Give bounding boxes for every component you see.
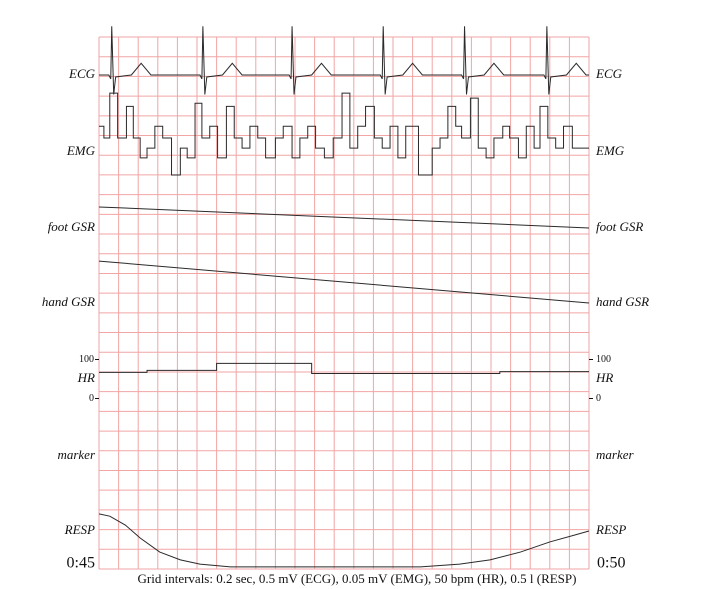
caption: Grid intervals: 0.2 sec, 0.5 mV (ECG), 0… [138,571,577,586]
channel-label: hand GSR [42,294,95,309]
channel-label: foot GSR [48,219,95,234]
trace [99,92,589,176]
trace [99,362,589,375]
trace [98,260,590,304]
time-label: 0:50 [597,555,625,572]
time-label: 0:45 [67,555,95,572]
channel-label: EMG [595,143,625,158]
channel-label: RESP [595,522,626,537]
channel-label: hand GSR [596,294,649,309]
channel-label: RESP [64,522,95,537]
y-tick-label: 0 [89,393,94,404]
trace [98,206,590,229]
grid [98,36,590,570]
y-tick-label: 100 [79,354,94,365]
trace [99,26,589,95]
channel-label: ECG [68,66,96,81]
channel-label: HR [77,370,95,385]
y-tick-label: 0 [596,393,601,404]
channel-label: marker [596,447,634,462]
channel-label: marker [57,447,95,462]
channel-label: EMG [66,143,96,158]
channel-label: ECG [595,66,623,81]
channel-label: HR [595,370,613,385]
trace [98,513,590,568]
y-tick-label: 100 [596,354,611,365]
channel-label: foot GSR [596,219,643,234]
